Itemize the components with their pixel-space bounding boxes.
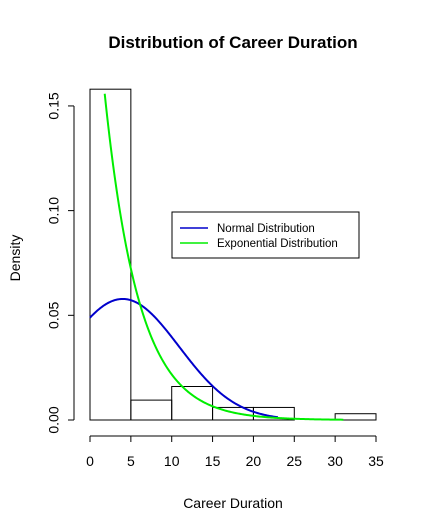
density-curves xyxy=(89,93,344,421)
x-tick-label: 15 xyxy=(205,453,221,469)
y-axis: 0.00 0.05 0.10 0.15 xyxy=(46,92,75,434)
y-tick-label: 0.00 xyxy=(46,406,62,433)
x-tick-label: 10 xyxy=(164,453,180,469)
legend-label-normal: Normal Distribution xyxy=(217,223,315,235)
histogram-bar-5 xyxy=(252,406,295,421)
y-tick-label: 0.15 xyxy=(46,92,62,119)
curve-normal xyxy=(89,297,279,419)
legend: Normal Distribution Exponential Distribut… xyxy=(171,211,360,259)
x-tick-label: 5 xyxy=(127,453,135,469)
x-tick-label: 30 xyxy=(327,453,343,469)
histogram-bar-2 xyxy=(130,399,173,421)
y-axis-label: Density xyxy=(7,235,23,282)
histogram-bars xyxy=(89,88,377,421)
y-tick-label: 0.05 xyxy=(46,301,62,328)
legend-box xyxy=(171,211,360,259)
histogram-bar-3 xyxy=(171,386,214,421)
x-tick-label: 20 xyxy=(246,453,262,469)
x-axis: 0 5 10 15 20 25 30 35 xyxy=(86,435,384,469)
curve-exponential xyxy=(103,93,344,421)
histogram-bar-7 xyxy=(334,413,377,421)
chart-title: Distribution of Career Duration xyxy=(108,33,357,52)
histogram-bar-1 xyxy=(89,88,132,421)
legend-label-exponential: Exponential Distribution xyxy=(217,238,338,250)
x-tick-label: 25 xyxy=(286,453,302,469)
x-axis-label: Career Duration xyxy=(183,495,283,511)
y-tick-label: 0.10 xyxy=(46,197,62,224)
x-tick-label: 35 xyxy=(368,453,384,469)
x-tick-label: 0 xyxy=(86,453,94,469)
